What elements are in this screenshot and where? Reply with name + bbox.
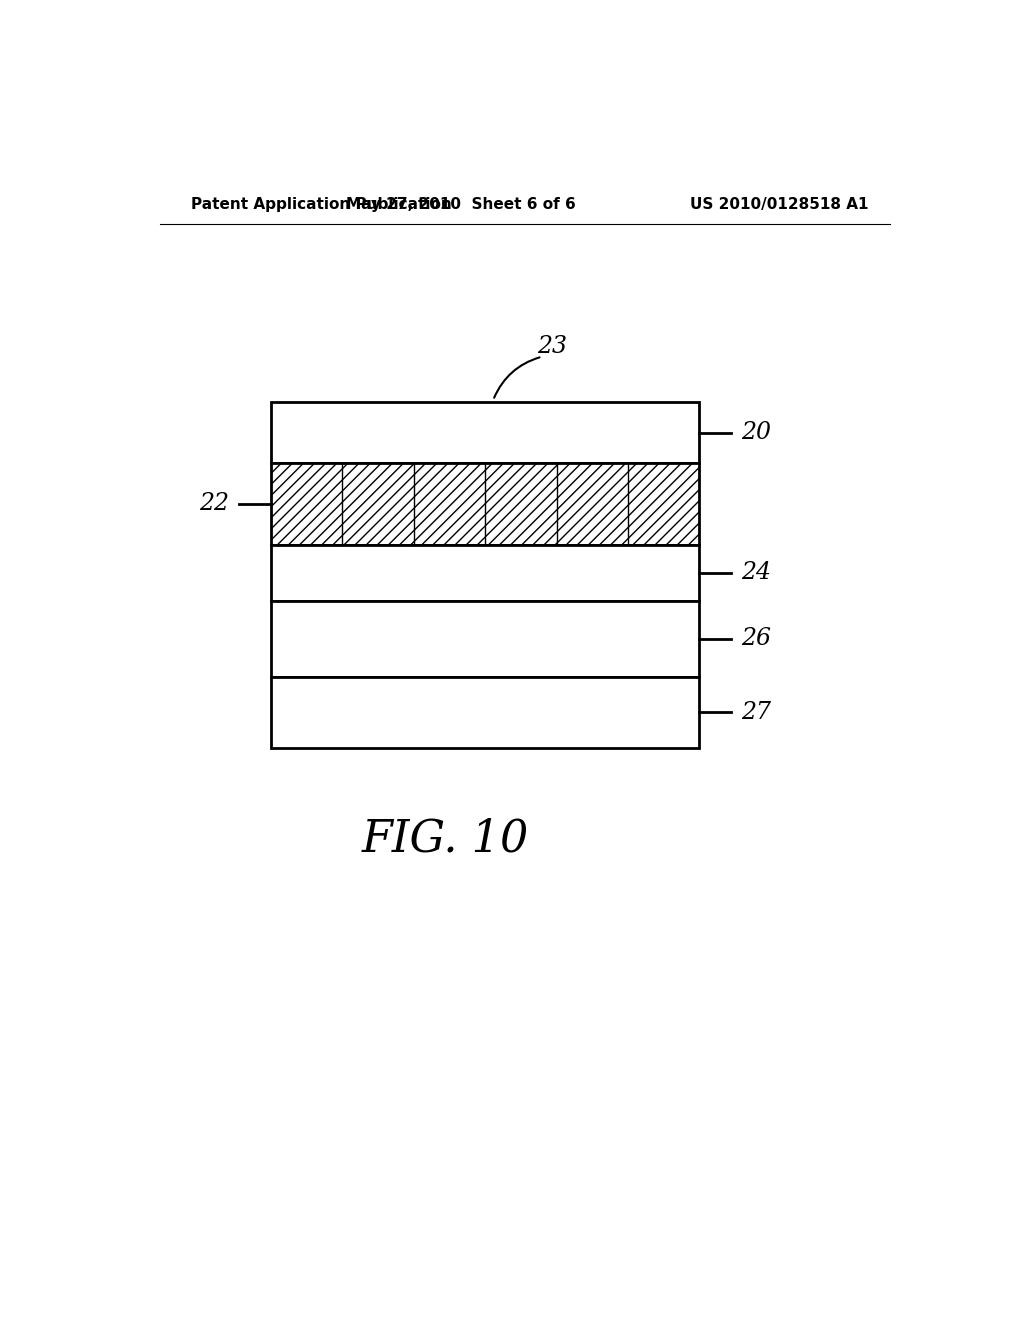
Text: US 2010/0128518 A1: US 2010/0128518 A1 xyxy=(689,197,868,211)
Text: 22: 22 xyxy=(200,492,229,516)
Text: 23: 23 xyxy=(538,335,567,358)
Text: Patent Application Publication: Patent Application Publication xyxy=(191,197,453,211)
Bar xyxy=(270,463,699,545)
Bar xyxy=(270,677,699,748)
Text: 27: 27 xyxy=(740,701,771,723)
Bar xyxy=(270,403,699,463)
Text: 20: 20 xyxy=(740,421,771,445)
Text: May 27, 2010  Sheet 6 of 6: May 27, 2010 Sheet 6 of 6 xyxy=(346,197,577,211)
Text: 26: 26 xyxy=(740,627,771,651)
Bar xyxy=(270,601,699,677)
Bar xyxy=(270,545,699,601)
Text: FIG. 10: FIG. 10 xyxy=(361,818,529,861)
Text: 24: 24 xyxy=(740,561,771,583)
